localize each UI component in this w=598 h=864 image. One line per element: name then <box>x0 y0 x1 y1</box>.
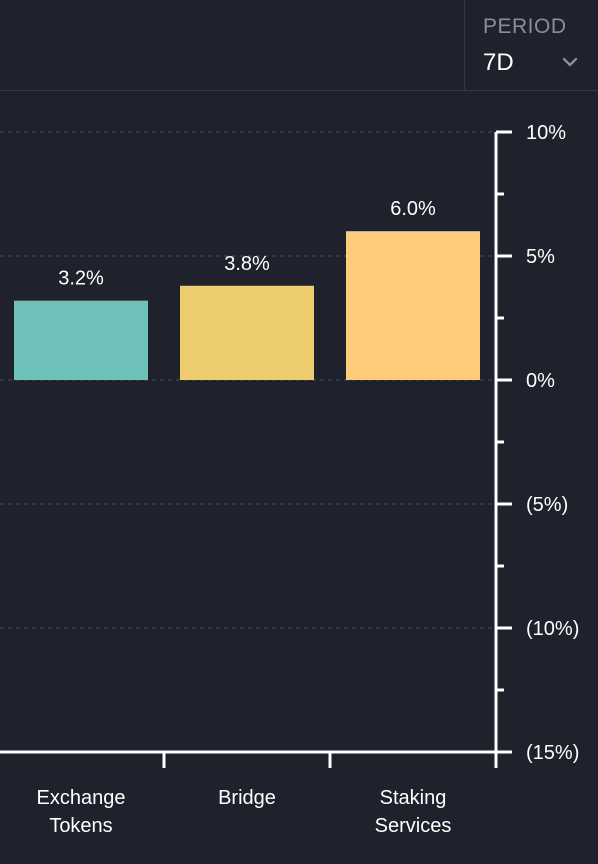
period-label: PERIOD <box>483 15 567 38</box>
chevron-down-icon <box>562 57 578 67</box>
bar <box>346 231 480 380</box>
top-bar: PERIOD 7D <box>0 0 598 91</box>
bar-value-label: 3.8% <box>224 253 270 275</box>
bar <box>180 285 314 380</box>
bar-value-label: 6.0% <box>390 198 436 220</box>
x-category-label: Exchange <box>37 787 126 809</box>
period-value: 7D <box>483 49 514 76</box>
x-category-label: Staking <box>380 787 447 809</box>
y-tick-label: 10% <box>526 122 566 144</box>
x-category-label: Services <box>375 815 452 837</box>
period-dropdown[interactable]: PERIOD 7D <box>464 0 598 90</box>
y-tick-label: (15%) <box>526 742 579 764</box>
x-category-label: Tokens <box>49 815 112 837</box>
y-tick-label: (10%) <box>526 618 579 640</box>
bar-value-label: 3.2% <box>58 268 104 290</box>
y-tick-label: 5% <box>526 246 555 268</box>
bar <box>14 300 148 380</box>
y-tick-label: 0% <box>526 370 555 392</box>
y-tick-label: (5%) <box>526 494 568 516</box>
x-category-label: Bridge <box>218 787 276 809</box>
